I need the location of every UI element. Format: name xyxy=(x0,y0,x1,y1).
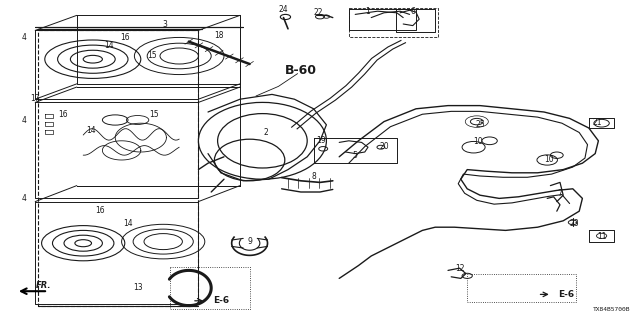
Text: 10: 10 xyxy=(473,137,483,146)
Text: 14: 14 xyxy=(86,126,96,135)
Text: 16: 16 xyxy=(58,110,68,119)
Text: 12: 12 xyxy=(455,264,464,273)
Text: 1: 1 xyxy=(365,7,371,16)
Text: 14: 14 xyxy=(123,219,133,228)
Text: 9: 9 xyxy=(247,237,252,246)
Text: 3: 3 xyxy=(163,20,168,29)
Text: 14: 14 xyxy=(104,41,114,50)
Text: E-6: E-6 xyxy=(212,296,229,305)
Text: 4: 4 xyxy=(22,33,27,42)
Text: 25: 25 xyxy=(475,120,485,129)
Text: 5: 5 xyxy=(353,151,358,160)
Text: 7: 7 xyxy=(557,189,563,198)
Text: E-6: E-6 xyxy=(557,290,574,299)
Text: 2: 2 xyxy=(263,128,268,137)
Text: 10: 10 xyxy=(544,155,554,164)
Text: 22: 22 xyxy=(314,8,323,17)
Text: TX84B5700B: TX84B5700B xyxy=(593,307,630,312)
Text: 21: 21 xyxy=(593,118,602,127)
Text: 17: 17 xyxy=(30,94,40,103)
Text: 8: 8 xyxy=(311,172,316,181)
Text: FR.: FR. xyxy=(36,281,51,290)
Text: 23: 23 xyxy=(570,219,580,228)
Text: 13: 13 xyxy=(132,283,143,292)
Text: 16: 16 xyxy=(120,33,130,42)
Text: 15: 15 xyxy=(147,52,157,60)
Text: B-60: B-60 xyxy=(285,64,317,77)
Text: 6: 6 xyxy=(410,7,415,16)
Text: 20: 20 xyxy=(379,142,389,151)
Text: 4: 4 xyxy=(22,194,27,203)
Text: 19: 19 xyxy=(316,136,326,145)
Text: 24: 24 xyxy=(278,5,289,14)
Text: 16: 16 xyxy=(95,206,105,215)
Text: 4: 4 xyxy=(22,116,27,125)
Text: 11: 11 xyxy=(597,232,606,241)
Text: 15: 15 xyxy=(148,110,159,119)
Text: 18: 18 xyxy=(214,31,223,40)
